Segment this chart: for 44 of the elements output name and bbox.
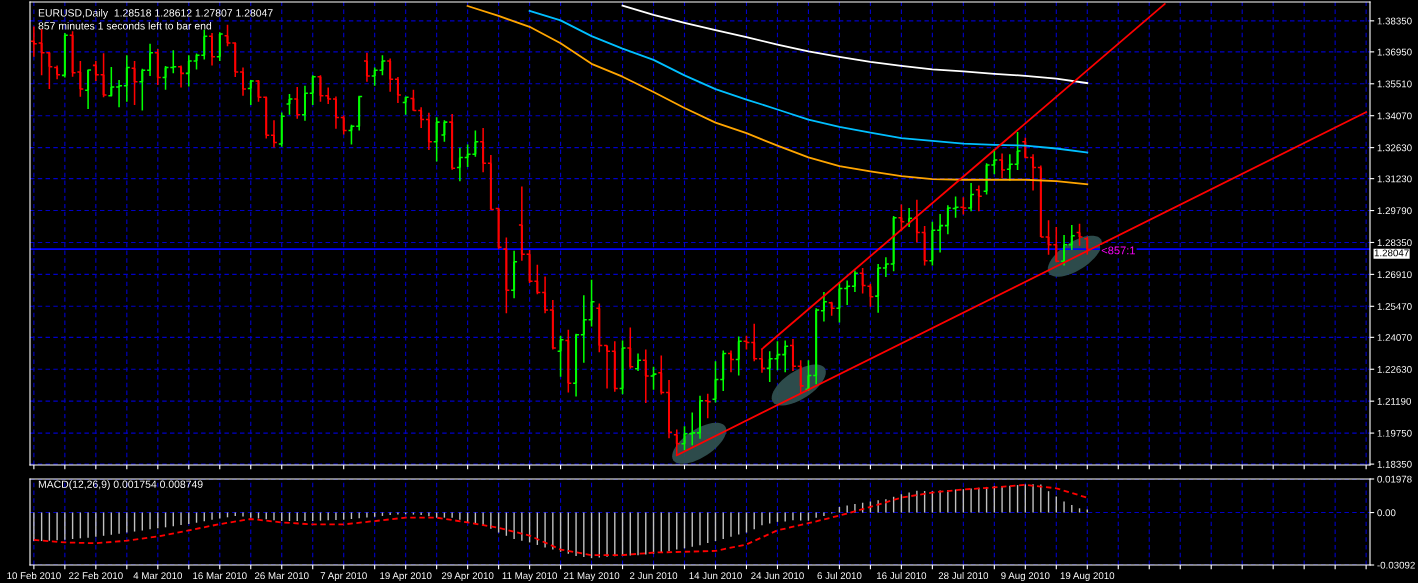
x-tick-label: 19 Aug 2010: [1060, 572, 1115, 582]
x-tick-label: 4 Mar 2010: [133, 572, 183, 580]
x-tick-label: 24 Jun 2010: [751, 572, 804, 580]
y-tick-label: 1.28350: [1377, 239, 1412, 247]
text: EURUSD,Daily 1.28518 1.28612 1.27807 1.28047: [38, 8, 273, 19]
y-tick-label: 1.25470: [1377, 303, 1412, 310]
x-tick-label: 19 Apr 2010: [380, 572, 432, 582]
y-tick-label: 1.38350: [1377, 17, 1412, 25]
x-tick-label: 14 Jun 2010: [689, 572, 742, 580]
x-tick-label: 10 Feb 2010: [7, 571, 61, 580]
y-tick-label: 0.01978: [1377, 475, 1412, 483]
y-tick-label: 1.36950: [1377, 48, 1412, 56]
y-tick-label: -0.03092: [1377, 561, 1415, 569]
x-tick-label: 26 Mar 2010: [254, 572, 309, 580]
y-tick-label: 1.19750: [1377, 429, 1412, 437]
x-tick-label: 7 Apr 2010: [320, 572, 367, 582]
candlestick: [698, 395, 702, 440]
annotation: <857:1: [1101, 246, 1135, 255]
y-tick-label: 1.31230: [1377, 175, 1412, 183]
y-tick-label: 1.21190: [1377, 397, 1411, 405]
x-tick-label: 2 Jun 2010: [629, 572, 678, 580]
x-tick-label: 16 Jul 2010: [876, 571, 927, 580]
line-series: [621, 4, 1089, 85]
y-tick-label: 1.29790: [1377, 207, 1412, 215]
y-tick-label: 1.22630: [1377, 365, 1412, 373]
line-series: [466, 5, 1089, 186]
y-tick-label: 1.24070: [1377, 334, 1412, 341]
text: 857 minutes 1 seconds left to bar end: [38, 21, 212, 30]
x-tick-label: 21 May 2010: [563, 572, 620, 582]
chart-title: MACD(12,26,9) 0.001754 0.008749: [38, 480, 203, 490]
ref-line-label: 1.28047: [1374, 249, 1409, 257]
y-tick-label: 1.34070: [1377, 112, 1412, 120]
x-tick-label: 22 Feb 2010: [69, 571, 123, 580]
x-tick-label: 6 Jul 2010: [817, 571, 862, 580]
y-tick-label: 1.18350: [1377, 460, 1412, 468]
x-tick-label: 16 Mar 2010: [193, 572, 247, 580]
y-tick-label: 1.35510: [1377, 80, 1412, 88]
y-tick-label: 1.26910: [1377, 271, 1412, 279]
x-tick-label: 9 Aug 2010: [1001, 572, 1050, 582]
x-tick-label: 28 Jul 2010: [938, 571, 989, 580]
x-tick-label: 29 Apr 2010: [441, 572, 494, 582]
x-tick-label: 11 May 2010: [502, 572, 557, 582]
y-tick-label: 0.00: [1377, 509, 1396, 517]
y-tick-label: 1.32630: [1377, 144, 1412, 152]
